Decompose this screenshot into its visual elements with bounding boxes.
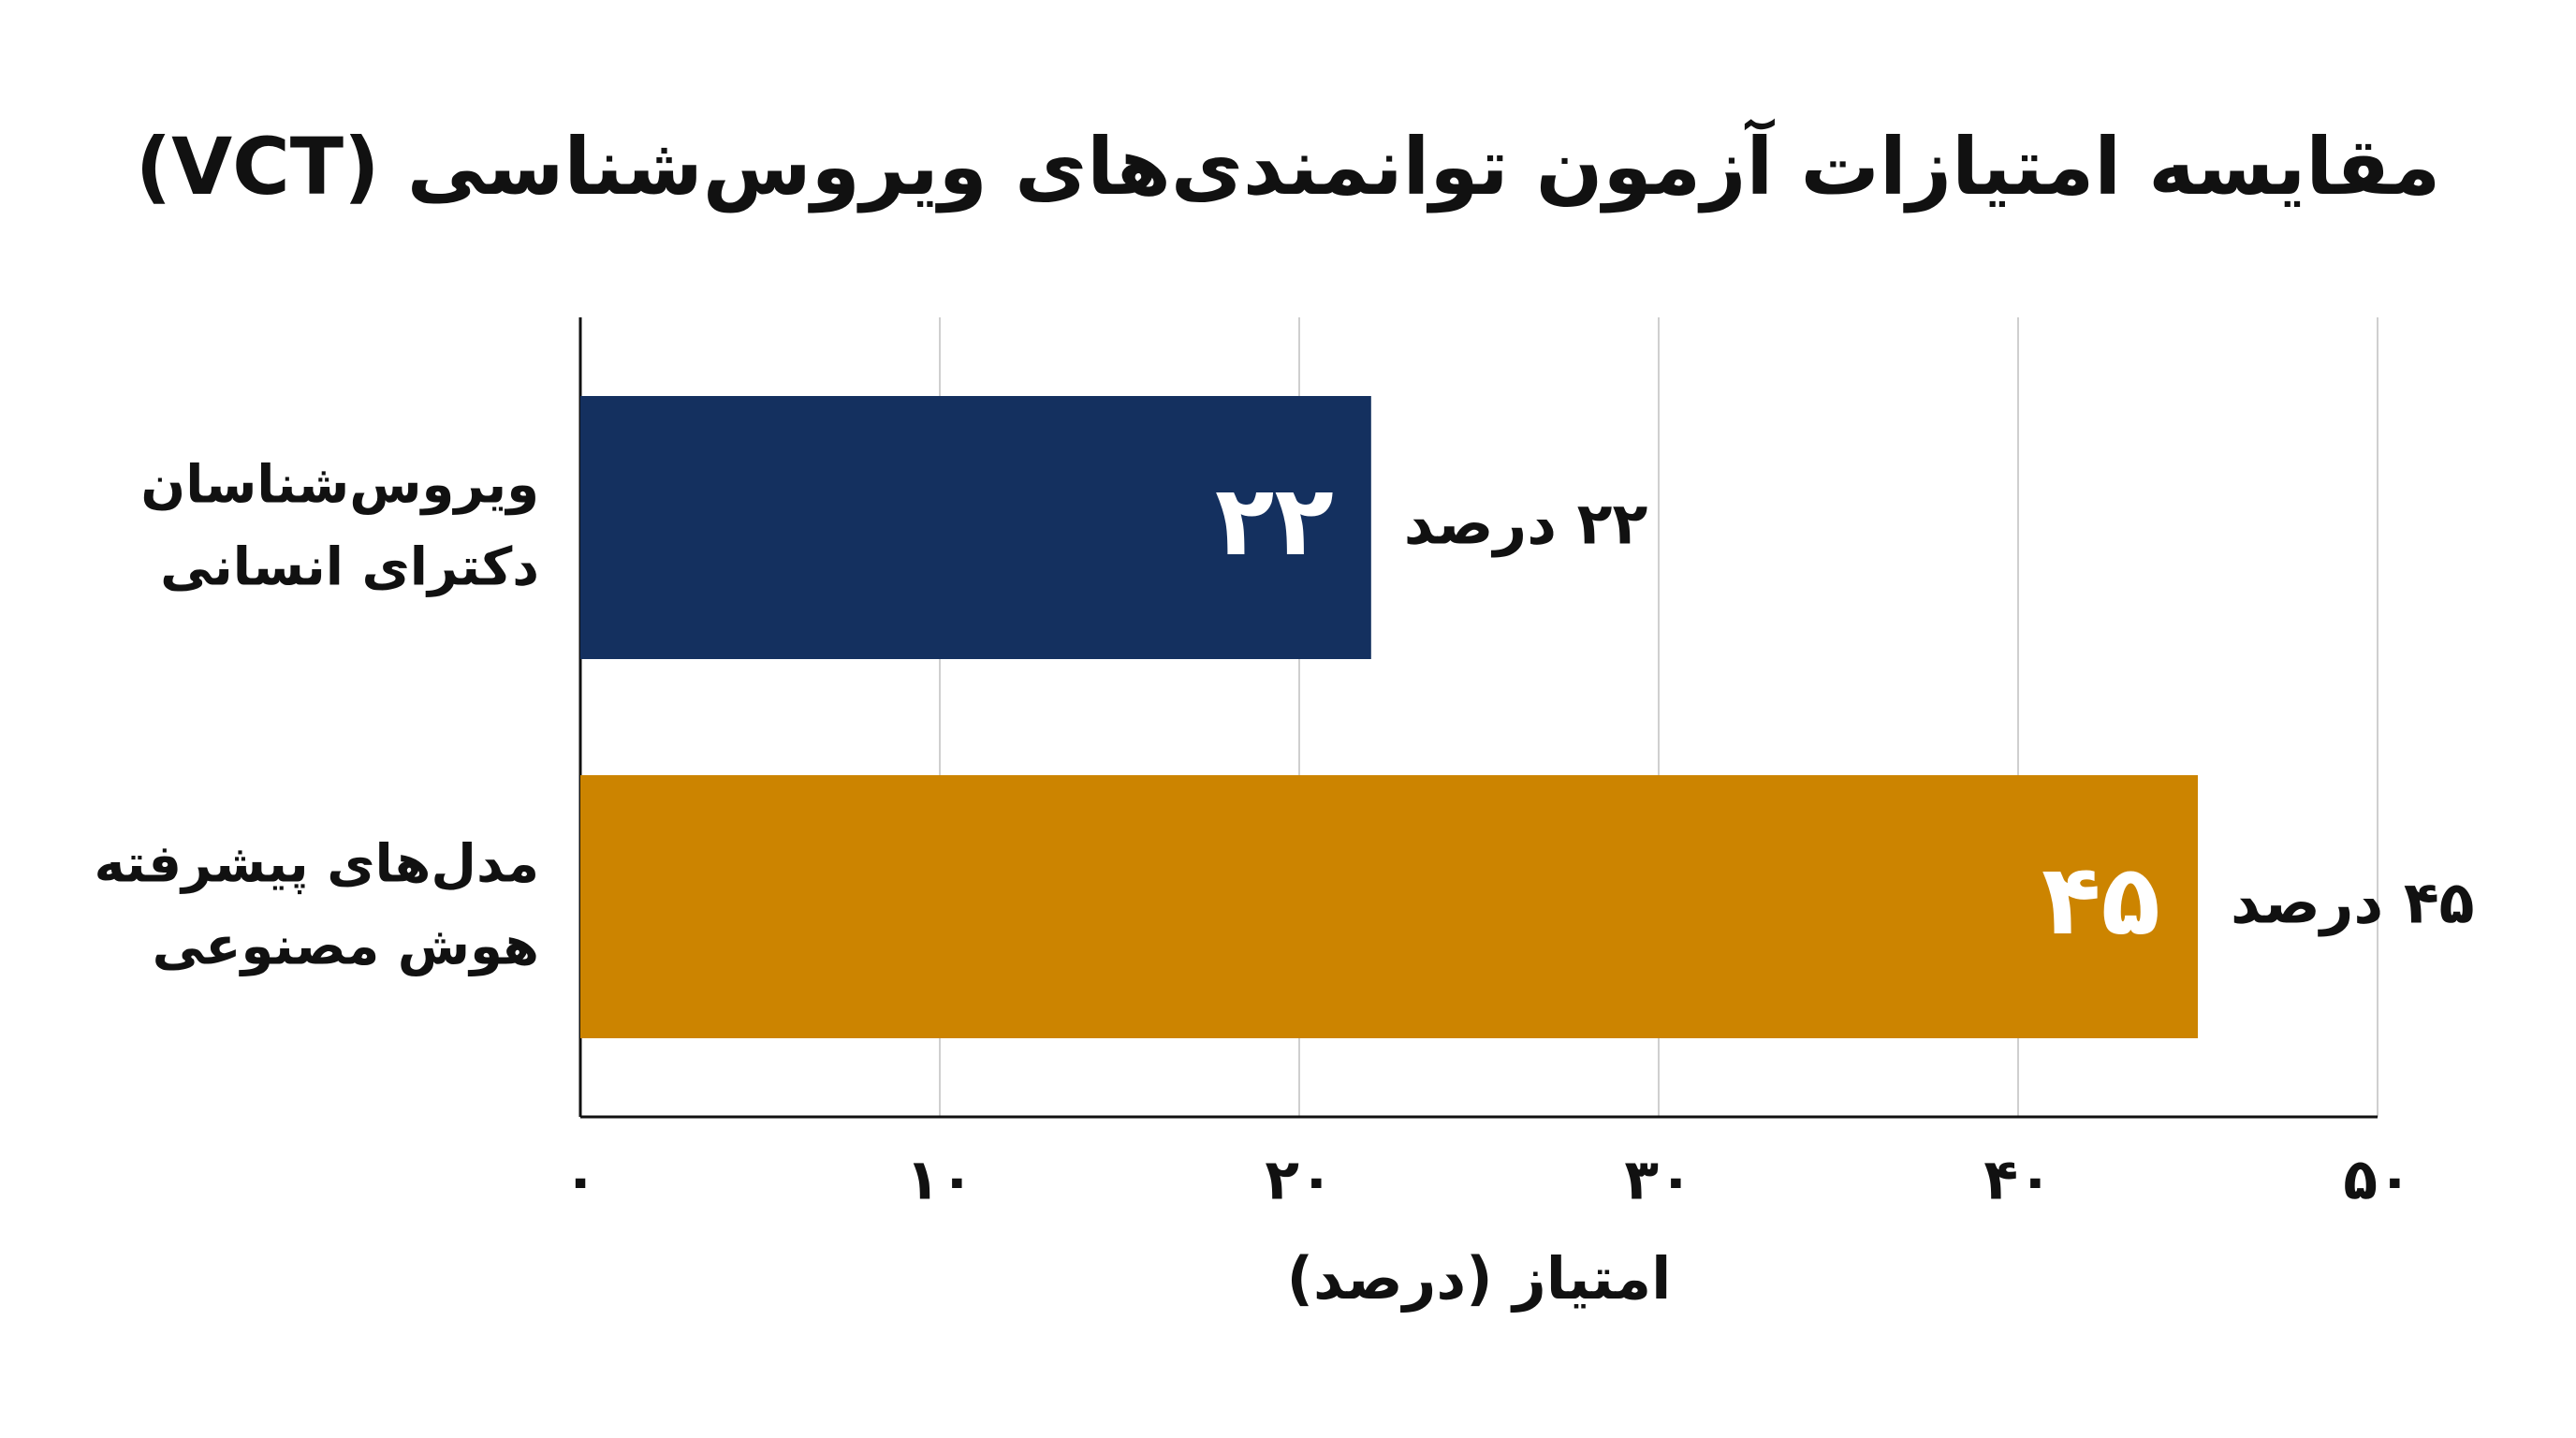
x-tick-label: ۲۰ xyxy=(1265,1148,1333,1213)
x-axis-label: امتیاز (درصد) xyxy=(1287,1244,1672,1313)
value-label-outer: ۴۵ درصد xyxy=(2231,869,2475,937)
x-tick-label: ۴۰ xyxy=(1983,1148,2052,1213)
bar xyxy=(580,775,2198,1038)
y-tick-label: دکترای انسانی xyxy=(160,537,539,598)
value-label-outer: ۲۲ درصد xyxy=(1404,490,1648,558)
x-tick-label: ۱۰ xyxy=(905,1148,973,1213)
y-tick-label: هوش مصنوعی xyxy=(153,917,539,977)
y-tick-label: مدل‌های پیشرفته xyxy=(95,834,539,895)
value-label: ۴۵ xyxy=(2042,843,2160,957)
bar xyxy=(580,396,1371,659)
x-tick-label: ۰ xyxy=(564,1148,598,1213)
x-tick-label: ۵۰ xyxy=(2343,1148,2411,1213)
y-tick-label: ویروس‌شناسان xyxy=(140,455,539,516)
x-tick-label: ۳۰ xyxy=(1624,1148,1692,1213)
chart-title: مقایسه امتیازات آزمون توانمندی‌های ویروس… xyxy=(136,118,2441,213)
value-label: ۲۲ xyxy=(1215,463,1334,578)
